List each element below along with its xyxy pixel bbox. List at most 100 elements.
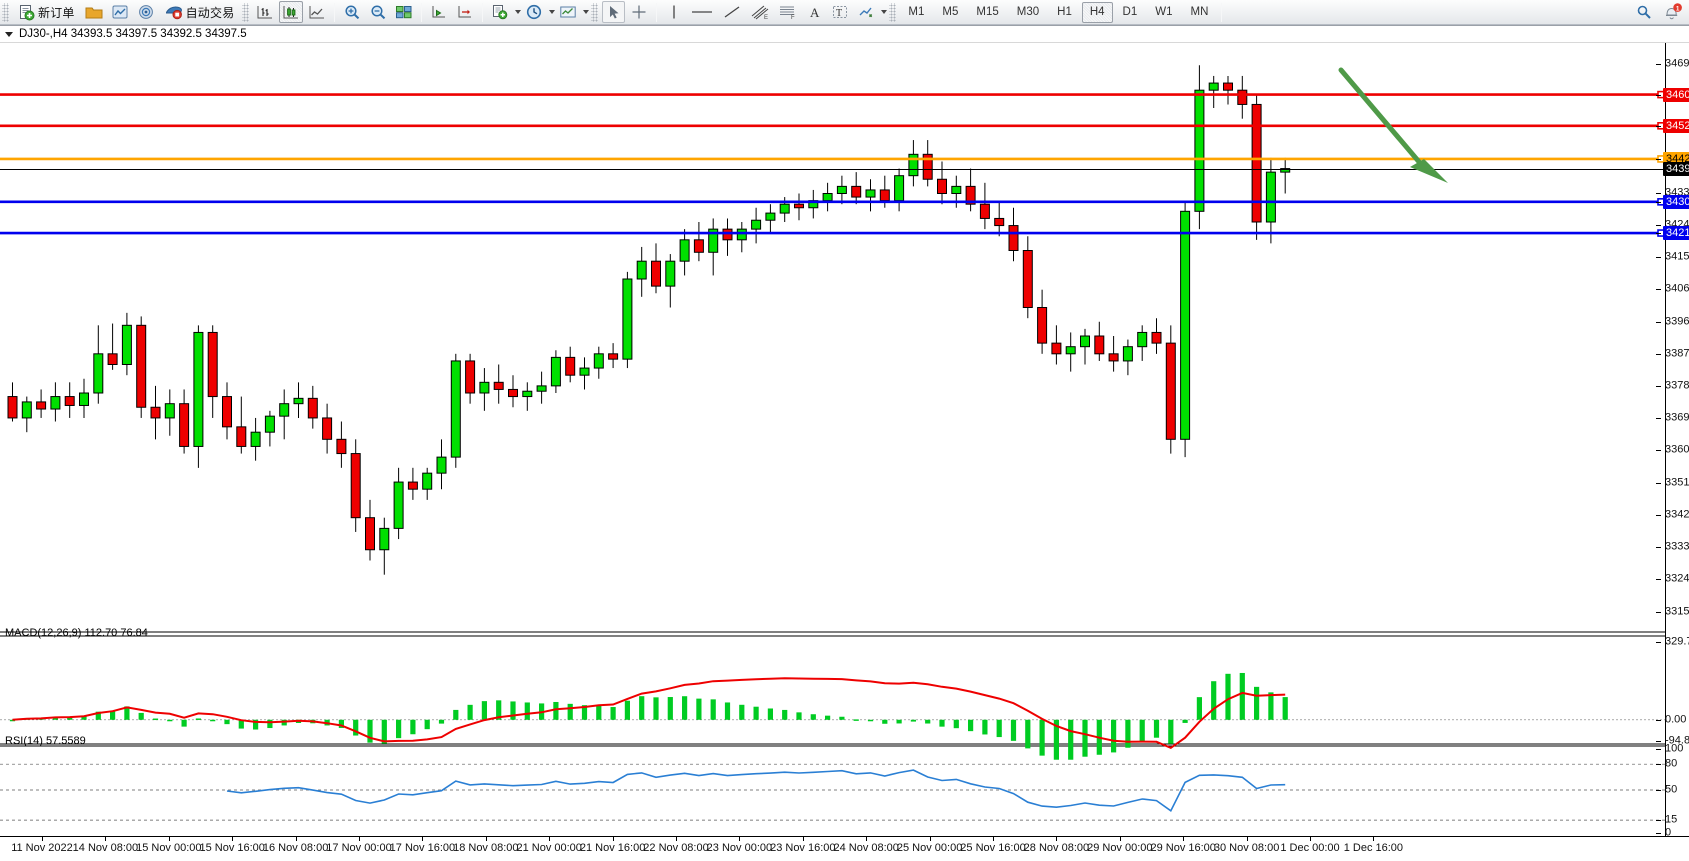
price-level-label[interactable]: 34607.6 xyxy=(1663,87,1689,102)
macd-histogram-bar xyxy=(596,705,602,720)
macd-pane xyxy=(0,672,1665,760)
time-tick xyxy=(485,837,487,841)
chart-menu-caret-icon[interactable] xyxy=(5,31,13,37)
search-button[interactable] xyxy=(1632,1,1656,23)
macd-histogram-bar xyxy=(9,719,16,722)
price-tick xyxy=(1656,94,1661,96)
price-axis-label: 33699.0 xyxy=(1665,411,1689,424)
auto-trading-label: 自动交易 xyxy=(185,5,235,20)
price-axis-label: 33609.0 xyxy=(1665,443,1689,456)
macd-histogram-bar xyxy=(424,719,430,730)
auto-trading-button[interactable]: 自动交易 xyxy=(160,1,240,23)
horizontal-line-button[interactable] xyxy=(687,1,717,23)
macd-histogram-bar xyxy=(1082,719,1088,757)
text-button[interactable]: A xyxy=(803,1,826,23)
candle-body xyxy=(1065,346,1076,355)
objects-button[interactable] xyxy=(854,1,878,23)
vertical-line-button[interactable] xyxy=(662,1,685,23)
time-axis[interactable]: 11 Nov 2022 14 Nov 08:00 15 Nov 00:00 15 No… xyxy=(0,836,1689,861)
timeframe-button-h4[interactable]: H4 xyxy=(1081,1,1113,23)
periods-button[interactable] xyxy=(522,1,546,23)
price-tick xyxy=(1656,579,1661,581)
zoom-in-button[interactable] xyxy=(340,1,364,23)
crosshair-button[interactable] xyxy=(627,1,651,23)
macd-histogram-bar xyxy=(1068,719,1074,760)
toolbar-grip-4[interactable] xyxy=(889,2,897,22)
periods-dropdown-caret[interactable] xyxy=(549,10,556,14)
macd-axis-label-zero: 0.00 xyxy=(1665,713,1687,726)
timeframe-button-m15[interactable]: M15 xyxy=(976,6,999,18)
timeframe-button-m30[interactable]: M30 xyxy=(1016,6,1040,18)
macd-histogram-bar xyxy=(910,719,916,722)
price-axis-label: 34241.5 xyxy=(1665,218,1689,231)
candle-body xyxy=(393,481,404,529)
autoscroll-button[interactable] xyxy=(427,1,451,23)
macd-histogram-bar xyxy=(367,719,373,743)
auto-trading-icon xyxy=(165,6,182,20)
folder-chart-icon-button[interactable] xyxy=(82,1,106,23)
bar-chart-button[interactable] xyxy=(253,1,277,23)
macd-histogram-bar xyxy=(939,719,945,727)
rsi-axis-label-50: 50 xyxy=(1665,783,1678,796)
chart-shift-button[interactable] xyxy=(453,1,477,23)
folder-chart-icon xyxy=(85,7,103,19)
objects-dropdown-caret[interactable] xyxy=(881,10,888,14)
timeframe-button-m5[interactable]: M5 xyxy=(942,6,959,18)
time-tick xyxy=(42,837,43,841)
macd-histogram-bar xyxy=(253,719,259,730)
price-level-label[interactable]: 34520.0 xyxy=(1663,118,1689,133)
toolbar-grip-2[interactable] xyxy=(242,2,250,22)
toolbar-grip-3[interactable] xyxy=(591,2,599,22)
templates-dropdown-caret[interactable] xyxy=(583,10,590,14)
candle-body xyxy=(536,385,547,392)
candle-body xyxy=(250,431,261,447)
fibonacci-button[interactable]: F xyxy=(775,1,801,23)
new-order-button[interactable]: 新订单 xyxy=(13,1,80,23)
chart-plot-area[interactable] xyxy=(0,43,1665,836)
chart-canvas[interactable] xyxy=(0,43,1665,836)
tile-windows-button[interactable] xyxy=(392,1,416,23)
indicators-button[interactable] xyxy=(488,1,512,23)
cursor-button[interactable] xyxy=(602,1,626,23)
rsi-line xyxy=(226,769,1286,812)
subpane-tick xyxy=(1656,790,1661,791)
down-arrow-annotation[interactable] xyxy=(1338,67,1448,183)
toolbar-grip[interactable] xyxy=(2,2,9,22)
candle-body xyxy=(1008,225,1019,251)
time-axis-label: 18 Nov 08:00 xyxy=(453,842,519,854)
timeframe-button-h1[interactable]: H1 xyxy=(1057,6,1072,18)
price-level-label[interactable]: 34397.5 xyxy=(1663,162,1689,177)
timeframe-button-mn[interactable]: MN xyxy=(1190,6,1209,18)
candlestick-chart-button[interactable] xyxy=(279,1,304,23)
zoom-out-button[interactable] xyxy=(366,1,390,23)
equidistant-channel-button[interactable]: E xyxy=(747,1,773,23)
macd-histogram-bar xyxy=(710,699,716,720)
indicators-dropdown-caret[interactable] xyxy=(515,10,522,14)
timeframe-button-d1[interactable]: D1 xyxy=(1122,6,1138,18)
time-tick xyxy=(295,837,297,841)
templates-button[interactable] xyxy=(556,1,580,23)
rsi-axis-label-100: 100 xyxy=(1665,742,1684,755)
timeframe-button-w1[interactable]: W1 xyxy=(1155,6,1173,18)
macd-histogram-bar xyxy=(1168,719,1174,744)
terminal-button[interactable] xyxy=(108,1,132,23)
fibonacci-icon: F xyxy=(780,6,795,20)
price-level-label[interactable]: 34427.0 xyxy=(1663,151,1689,166)
price-axis-label: 33156.5 xyxy=(1665,605,1689,618)
time-tick xyxy=(1183,837,1185,841)
timeframe-button-m1[interactable]: M1 xyxy=(908,6,925,18)
price-tick xyxy=(1656,257,1661,259)
notifications-button[interactable]: 1 xyxy=(1658,1,1688,23)
macd-histogram-bar xyxy=(67,716,73,720)
time-axis-label: 28 Nov 08:00 xyxy=(1023,842,1090,854)
macd-histogram-bar xyxy=(124,706,130,720)
price-level-label[interactable]: 34219.0 xyxy=(1663,226,1689,241)
candle-body xyxy=(179,403,190,447)
text-label-button[interactable]: T xyxy=(828,1,852,23)
macd-histogram-bar xyxy=(953,719,959,729)
subpane-tick xyxy=(1656,820,1661,822)
signals-button[interactable] xyxy=(134,1,158,23)
trendline-button[interactable] xyxy=(719,1,745,23)
price-level-label[interactable]: 34306.6 xyxy=(1663,194,1689,209)
line-chart-button[interactable] xyxy=(305,1,329,23)
